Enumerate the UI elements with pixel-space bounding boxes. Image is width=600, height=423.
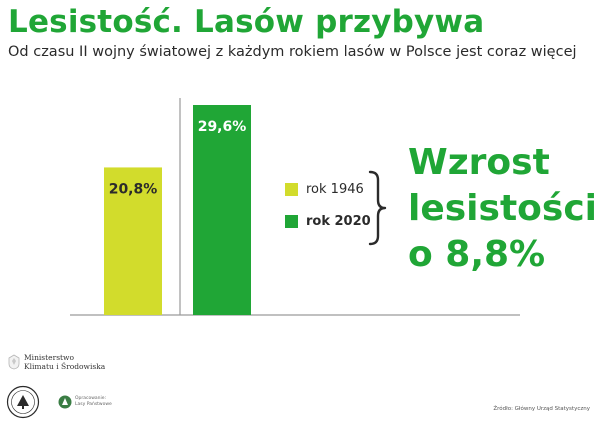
page-title: Lesistość. Lasów przybywa — [8, 4, 485, 40]
ministry-emblem-icon — [8, 354, 20, 370]
legend-item-2020: rok 2020 — [285, 210, 371, 232]
legend-label-2020: rok 2020 — [306, 213, 371, 229]
ministry-line-1: Ministerstwo — [24, 353, 74, 362]
ministry-name: Ministerstwo Klimatu i Środowiska — [24, 353, 105, 371]
forest-line-1: Opracowanie: — [75, 396, 107, 401]
ministry-logo: Ministerstwo Klimatu i Środowiska — [8, 353, 105, 371]
bar-value-label-rok-2020: 29,6% — [198, 119, 247, 135]
headline-text: Wzrost lesistości o 8,8% — [408, 140, 597, 278]
legend-swatch-1946 — [285, 182, 298, 196]
ministry-line-2: Klimatu i Środowiska — [24, 362, 106, 371]
bottom-logos: Opracowanie: Lasy Państwowe — [6, 385, 112, 419]
legend-swatch-2020 — [285, 214, 298, 228]
bar-rok-1946 — [104, 167, 162, 315]
forest-caption: Opracowanie: Lasy Państwowe — [75, 396, 112, 408]
round-seal-logo — [6, 385, 40, 419]
forest-line-2: Lasy Państwowe — [75, 402, 112, 407]
page-subtitle: Od czasu II wojny światowej z każdym rok… — [8, 44, 577, 60]
forest-logo: Opracowanie: Lasy Państwowe — [58, 395, 112, 409]
bar-rok-2020 — [193, 105, 251, 315]
headline-line-2: lesistości — [408, 188, 597, 229]
legend-label-1946: rok 1946 — [306, 181, 364, 197]
chart-legend: rok 1946 rok 2020 — [285, 178, 371, 242]
legend-item-1946: rok 1946 — [285, 178, 371, 200]
source-note: Źródło: Główny Urząd Statystyczny — [493, 406, 590, 412]
bar-value-label-rok-1946: 20,8% — [109, 181, 158, 197]
tree-icon — [58, 395, 72, 409]
headline-line-3: o 8,8% — [408, 234, 546, 275]
curly-brace-icon — [368, 170, 387, 246]
headline-line-1: Wzrost — [408, 142, 550, 183]
